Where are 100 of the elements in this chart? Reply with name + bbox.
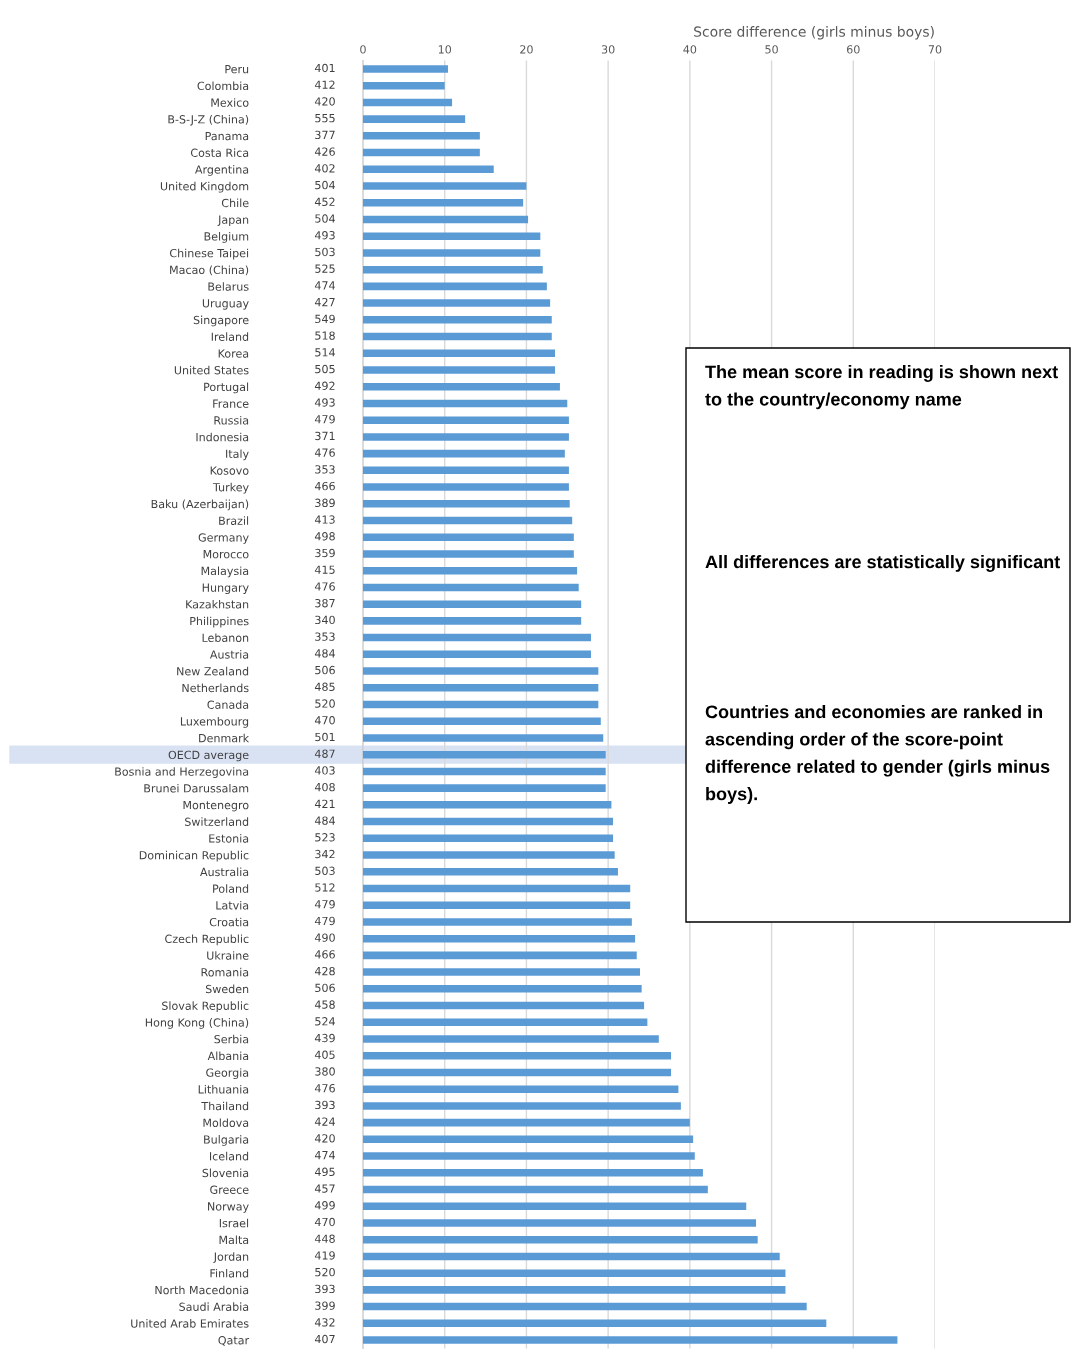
text: 393: [315, 1284, 335, 1294]
annotation: The mean score in reading is shown next to the country/economy name: [705, 365, 1058, 410]
bar: [363, 416, 569, 424]
bar: [363, 1219, 757, 1227]
y-tick-label: Korea: [218, 349, 249, 358]
bar: [363, 934, 636, 943]
bar: [363, 985, 642, 993]
x2-tick-label: 0: [360, 45, 366, 54]
text: 342: [315, 849, 335, 859]
bar: [363, 1118, 690, 1127]
bar: [363, 265, 543, 274]
bar: [363, 1102, 681, 1110]
text: 380: [315, 1067, 335, 1076]
bar: [363, 1018, 648, 1027]
y-tick-label: Switzerland: [185, 817, 249, 826]
bar: [363, 968, 641, 976]
bar: [363, 1185, 708, 1194]
y-tick-label: Colombia: [197, 81, 249, 91]
text: 359: [315, 548, 335, 558]
text: 371: [315, 431, 335, 441]
y-tick-label: Greece: [210, 1185, 249, 1194]
y-tick-label: Norway: [208, 1202, 249, 1213]
y-tick-label: Bosnia and Herzegovina: [115, 767, 249, 778]
text: 506: [315, 665, 335, 675]
text: 520: [315, 1267, 335, 1277]
bar: [363, 1319, 827, 1328]
bar: [363, 684, 599, 692]
y-tick-label: New Zealand: [177, 666, 249, 676]
y-tick-label: Belarus: [208, 282, 249, 291]
bar: [363, 1269, 786, 1277]
y-tick-label: North Macedonia: [155, 1285, 249, 1295]
text: 399: [315, 1301, 335, 1310]
y-tick-label: Australia: [200, 867, 249, 877]
text: 503: [315, 247, 335, 257]
text: 492: [314, 381, 335, 390]
y-tick-label: Finland: [210, 1268, 249, 1278]
text: 490: [314, 933, 335, 942]
y-tick-label: Brazil: [219, 516, 249, 525]
y-tick-label: Qatar: [218, 1336, 250, 1346]
y-tick-label: Morocco: [203, 550, 249, 559]
y-tick-label: Netherlands: [182, 683, 249, 693]
bar: [363, 650, 591, 659]
bar: [363, 148, 480, 157]
bar: [363, 282, 547, 291]
text: 419: [314, 1251, 335, 1260]
bar: [363, 566, 578, 575]
text: 493: [314, 398, 335, 407]
text: 470: [314, 1217, 335, 1227]
text: 479: [314, 916, 335, 926]
y-tick-label: Malta: [219, 1235, 249, 1245]
bar: [363, 801, 612, 809]
text: 466: [314, 950, 335, 959]
bar: [363, 483, 569, 491]
text: 501: [315, 732, 335, 742]
y-tick-label: Luxembourg: [180, 717, 249, 728]
bar: [363, 1135, 694, 1144]
text: 340: [315, 615, 335, 625]
bar: [363, 851, 615, 859]
y-tick-label: Austria: [209, 650, 249, 659]
y-tick-label: Panama: [205, 131, 249, 141]
bar: [363, 366, 556, 374]
text: 413: [314, 515, 335, 524]
bar: [363, 734, 604, 742]
y-tick-label: Uruguay: [202, 299, 249, 310]
y-tick-label: Sweden: [205, 984, 249, 994]
y-tick-label: Russia: [214, 415, 249, 425]
bar: [363, 667, 599, 675]
text: 555: [315, 114, 335, 123]
text: 427: [314, 297, 335, 307]
x2-tick-label: 40: [683, 45, 697, 54]
annotation: All differences are statistically significant: [705, 555, 1060, 572]
text: 474: [314, 281, 335, 290]
x2-tick-label: 10: [438, 45, 452, 54]
bar: [363, 1286, 786, 1294]
text: 504: [315, 214, 335, 223]
y-tick-label: Ukraine: [207, 951, 249, 960]
y-tick-label: Albania: [207, 1051, 249, 1061]
y-tick-label: Chile: [221, 198, 249, 208]
bar: [363, 349, 556, 358]
bar: [363, 1035, 659, 1043]
x2-axis-title: Score difference (girls minus boys): [694, 26, 934, 40]
y-tick-label: Belgium: [204, 231, 249, 243]
y-tick-label: Czech Republic: [165, 934, 249, 946]
y-tick-label: Kosovo: [210, 466, 249, 475]
y-tick-label: Romania: [201, 967, 249, 977]
bar: [363, 182, 527, 190]
text: 420: [314, 97, 335, 106]
text: 485: [314, 682, 335, 691]
text: 387: [315, 598, 335, 608]
y-tick-label: Canada: [207, 700, 249, 709]
bar: [363, 500, 570, 508]
text: 426: [314, 147, 335, 156]
bar: [363, 533, 574, 542]
y-tick-label: B-S-J-Z (China): [168, 114, 249, 126]
y-tick-label: Macao (China): [170, 265, 249, 276]
y-tick-label: Baku (Azerbaijan): [151, 499, 249, 511]
y-tick-label: Estonia: [209, 834, 249, 843]
bar: [363, 299, 551, 307]
text: 484: [314, 649, 335, 658]
bar: [363, 449, 565, 458]
